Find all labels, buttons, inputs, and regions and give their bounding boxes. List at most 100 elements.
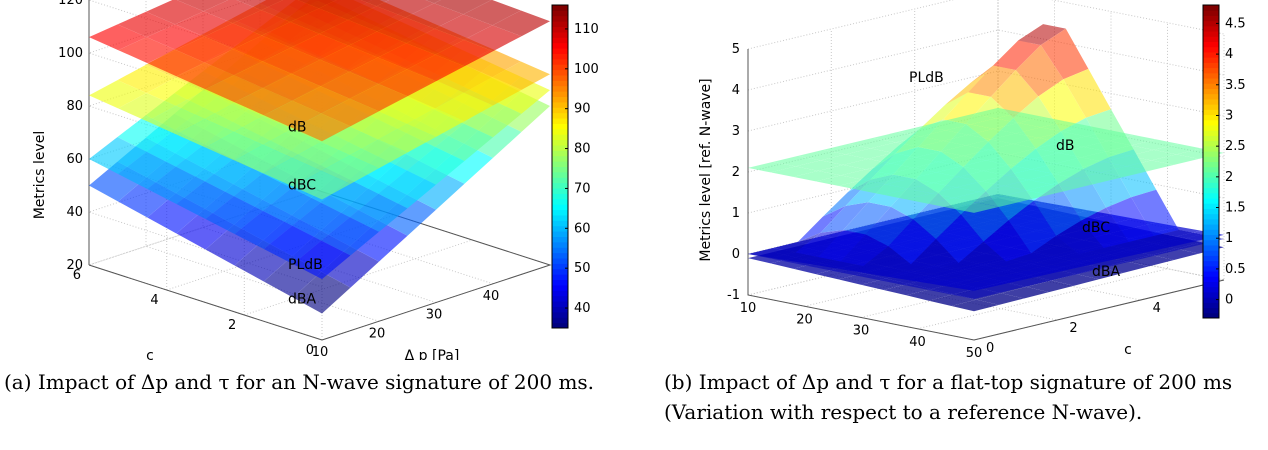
axis-c-edge bbox=[88, 264, 323, 341]
surface-patch bbox=[1131, 139, 1179, 150]
surface-patch bbox=[1056, 220, 1104, 254]
surface-patch bbox=[1103, 155, 1152, 167]
surface-patch bbox=[1126, 255, 1174, 267]
colorbar-step bbox=[552, 258, 568, 264]
z-tick-label: 40 bbox=[66, 205, 83, 220]
surface-patch bbox=[261, 0, 319, 22]
colorbar-step bbox=[1203, 198, 1219, 204]
colorbar-step bbox=[1203, 302, 1219, 309]
surface-patch bbox=[1151, 154, 1199, 165]
surface-patch bbox=[1036, 142, 1084, 153]
grid-line-z bbox=[747, 0, 1225, 50]
colorbar-step bbox=[552, 214, 568, 221]
colorbar-step bbox=[1203, 224, 1219, 230]
surface-patch bbox=[435, 92, 493, 122]
z-tick-label: 80 bbox=[66, 99, 83, 114]
surface-patch bbox=[234, 116, 292, 145]
surface-patch bbox=[965, 139, 1014, 150]
z-axis-label: Metrics level [ref. N-wave] bbox=[698, 78, 714, 261]
y-tick-label: 4 bbox=[150, 293, 158, 308]
colorbar-step bbox=[552, 301, 568, 307]
surface-patch bbox=[463, 48, 521, 78]
surface-patch bbox=[349, 193, 408, 232]
surface-patch bbox=[931, 187, 979, 198]
colorbar-step bbox=[1203, 15, 1219, 22]
surface-patch bbox=[943, 92, 991, 124]
surface-patch bbox=[933, 176, 982, 188]
surface-patch bbox=[990, 70, 1039, 118]
surface-patch bbox=[377, 17, 435, 44]
surface-patch bbox=[1151, 248, 1199, 260]
x-tick-label: 30 bbox=[426, 308, 443, 323]
surface-patch bbox=[963, 149, 1011, 161]
colorbar-step bbox=[552, 225, 568, 232]
surface-patch bbox=[1078, 161, 1127, 173]
colorbar-tick-label: 40 bbox=[574, 301, 591, 316]
grid-line-y bbox=[831, 274, 1058, 321]
colorbar-step bbox=[552, 42, 568, 49]
surface-patch bbox=[1081, 151, 1129, 162]
surface-patch bbox=[823, 143, 871, 155]
z-tick-label: 2 bbox=[732, 165, 740, 180]
y-tick-label: 4 bbox=[1153, 301, 1161, 316]
colorbar-step bbox=[552, 161, 568, 167]
colorbar-step bbox=[552, 220, 568, 227]
colorbar-step bbox=[1203, 281, 1219, 288]
colorbar-tick-label: 2 bbox=[1225, 170, 1233, 185]
z-tick-label: 5 bbox=[732, 42, 740, 57]
colorbar-tick-label: 100 bbox=[574, 62, 599, 77]
surface-patch bbox=[1003, 179, 1052, 191]
z-axis-label: Metrics level bbox=[32, 131, 48, 220]
colorbar-step bbox=[552, 268, 568, 275]
surface-patch bbox=[795, 160, 844, 171]
colorbar-step bbox=[552, 5, 568, 11]
series-label-dBC: dBC bbox=[1082, 220, 1110, 236]
colorbar-step bbox=[1203, 41, 1219, 48]
surface-patch bbox=[968, 65, 1016, 97]
surface-patch bbox=[983, 220, 1032, 262]
surface-patch bbox=[406, 54, 465, 82]
surface-patch bbox=[1106, 145, 1154, 156]
surface-patch bbox=[435, 39, 493, 67]
surface-patch bbox=[492, 10, 550, 37]
surface-patch bbox=[203, 0, 262, 24]
colorbar-step bbox=[552, 101, 568, 108]
z-tick-label: 20 bbox=[66, 258, 83, 273]
surface-patch bbox=[931, 273, 979, 284]
surface-patch bbox=[913, 161, 961, 173]
colorbar-step bbox=[552, 69, 568, 76]
colorbar-step bbox=[552, 317, 568, 324]
surface-patch bbox=[873, 131, 921, 143]
colorbar-step bbox=[552, 64, 568, 71]
surface-patch bbox=[263, 129, 321, 158]
surface-patch bbox=[234, 144, 293, 174]
x-axis-label: Δ p [Pa] bbox=[405, 348, 460, 360]
colorbar-step bbox=[1203, 98, 1219, 105]
colorbar-step bbox=[552, 91, 568, 98]
surface-patch bbox=[1076, 258, 1124, 269]
surface-patch bbox=[908, 269, 957, 280]
surface-patch bbox=[1015, 45, 1064, 97]
surface-patch bbox=[234, 61, 292, 89]
surface-patch bbox=[958, 170, 1007, 182]
colorbar-step bbox=[1203, 250, 1219, 256]
surface-patch bbox=[861, 270, 909, 281]
surface-patch bbox=[146, 0, 204, 25]
surface-patch bbox=[292, 240, 351, 280]
colorbar-step bbox=[552, 247, 568, 254]
surface-patch bbox=[175, 90, 234, 119]
chart-panel-a: dBA PLdB dBC dB 10 20 30 40 0 2 4 6 20 40 60 80 100 120 Δ … bbox=[4, 0, 599, 394]
colorbar-step bbox=[1203, 5, 1219, 11]
surface-patch bbox=[933, 263, 982, 274]
colorbar-step bbox=[1203, 130, 1219, 136]
colorbar-step bbox=[552, 48, 568, 54]
colorbar-step bbox=[1203, 312, 1219, 319]
surface-patch bbox=[146, 77, 205, 106]
surface-patch bbox=[820, 202, 869, 233]
colorbar-step bbox=[552, 123, 568, 130]
surface-patch bbox=[770, 166, 819, 177]
surface-patch bbox=[405, 3, 464, 29]
surface-patch bbox=[990, 133, 1039, 144]
surface-patch bbox=[928, 284, 977, 295]
surface-patch bbox=[204, 158, 263, 197]
